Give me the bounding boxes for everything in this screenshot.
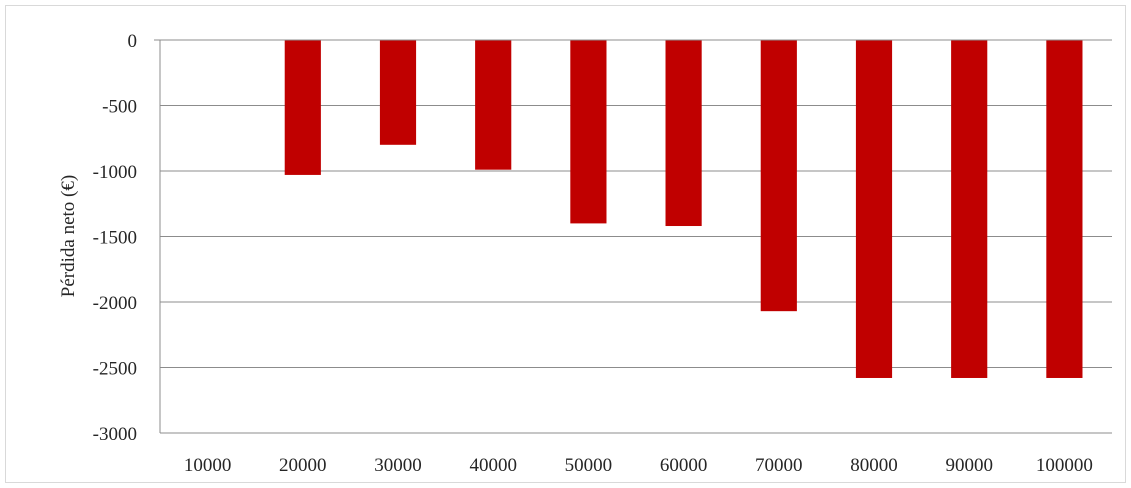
x-tick-label: 80000 bbox=[850, 455, 898, 476]
y-tick-label: -2500 bbox=[93, 359, 137, 380]
y-tick-label: -2000 bbox=[93, 293, 137, 314]
x-tick-label: 70000 bbox=[755, 455, 803, 476]
x-tick-label: 60000 bbox=[660, 455, 708, 476]
y-tick-label: -1500 bbox=[93, 228, 137, 249]
y-tick-label: -500 bbox=[102, 97, 137, 118]
chart-frame bbox=[5, 5, 1126, 483]
bars bbox=[284, 40, 1083, 378]
y-tick-label: -1000 bbox=[93, 162, 137, 183]
x-tick-label: 20000 bbox=[279, 455, 327, 476]
bar-40000 bbox=[475, 40, 512, 170]
x-tick-label: 30000 bbox=[374, 455, 422, 476]
axes bbox=[154, 39, 1112, 433]
x-tick-label: 10000 bbox=[184, 455, 232, 476]
bar-60000 bbox=[665, 40, 702, 227]
bar-100000 bbox=[1046, 40, 1083, 378]
x-tick-label: 90000 bbox=[945, 455, 993, 476]
bar-30000 bbox=[379, 40, 417, 145]
bar-20000 bbox=[284, 40, 321, 175]
x-tick-label: 50000 bbox=[565, 455, 613, 476]
x-tick-label: 100000 bbox=[1036, 455, 1093, 476]
bar-90000 bbox=[951, 40, 988, 378]
bar-70000 bbox=[760, 40, 797, 312]
bar-50000 bbox=[570, 40, 607, 224]
y-tick-label: -3000 bbox=[93, 424, 137, 445]
bar-80000 bbox=[855, 40, 893, 378]
y-tick-labels: 0 -500 -1000 -1500 -2000 -2500 -3000 bbox=[93, 31, 137, 445]
x-tick-label: 40000 bbox=[469, 455, 517, 476]
y-axis-title: Pérdida neto (€) bbox=[58, 175, 79, 297]
y-tick-label: 0 bbox=[128, 31, 138, 52]
x-tick-labels: 10000 20000 30000 40000 50000 60000 70000 80000… bbox=[184, 455, 1093, 476]
